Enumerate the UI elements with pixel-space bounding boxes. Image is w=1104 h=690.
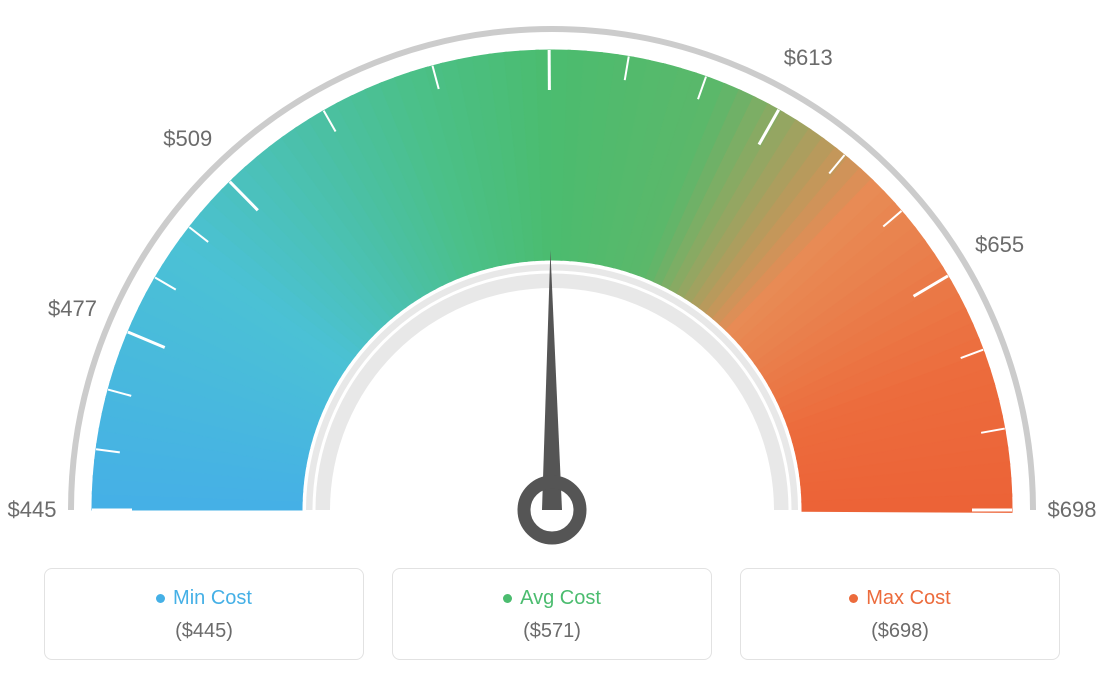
tick-label: $477 — [48, 296, 97, 322]
min-cost-card: Min Cost ($445) — [44, 568, 364, 660]
summary-cards: Min Cost ($445) Avg Cost ($571) Max Cost… — [0, 568, 1104, 660]
gauge-svg — [0, 0, 1104, 560]
tick-label: $655 — [975, 232, 1024, 258]
gauge-needle — [542, 250, 562, 510]
tick-label: $613 — [784, 45, 833, 71]
max-cost-title: Max Cost — [866, 587, 950, 610]
max-cost-value: ($698) — [753, 620, 1047, 643]
min-cost-value: ($445) — [57, 620, 351, 643]
tick-label: $698 — [1048, 497, 1097, 523]
avg-cost-value: ($571) — [405, 620, 699, 643]
min-cost-title: Min Cost — [173, 587, 252, 610]
avg-dot-icon — [503, 594, 512, 603]
card-title-row: Avg Cost — [405, 587, 699, 610]
tick-label: $509 — [163, 126, 212, 152]
min-dot-icon — [156, 594, 165, 603]
avg-cost-title: Avg Cost — [520, 587, 601, 610]
avg-cost-card: Avg Cost ($571) — [392, 568, 712, 660]
card-title-row: Max Cost — [753, 587, 1047, 610]
max-dot-icon — [849, 594, 858, 603]
card-title-row: Min Cost — [57, 587, 351, 610]
gauge-container: $445 $477 $509 $571 $613 $655 $698 — [0, 0, 1104, 560]
tick-label: $571 — [524, 0, 573, 3]
max-cost-card: Max Cost ($698) — [740, 568, 1060, 660]
tick-label: $445 — [8, 497, 57, 523]
